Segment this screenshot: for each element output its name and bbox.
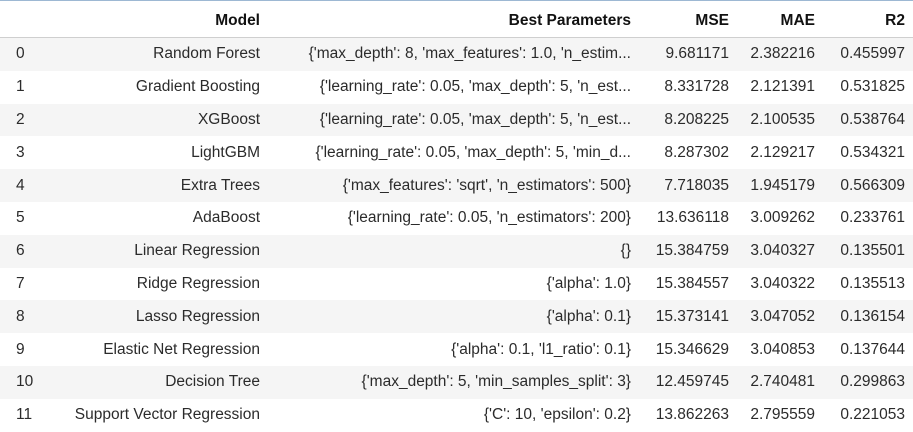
table-row: 9 Elastic Net Regression {'alpha': 0.1, 'l… xyxy=(0,333,913,366)
cell-mse: 15.384557 xyxy=(639,267,737,301)
cell-model: Elastic Net Regression xyxy=(46,333,268,366)
results-dataframe: Model Best Parameters MSE MAE R2 0 Random… xyxy=(0,4,913,432)
cell-mse: 8.331728 xyxy=(639,70,737,104)
cell-best-parameters: {} xyxy=(268,234,639,268)
cell-mae: 1.945179 xyxy=(737,169,823,202)
cell-r2: 0.531825 xyxy=(823,70,913,104)
cell-mae: 2.740481 xyxy=(737,365,823,399)
cell-mae: 3.040322 xyxy=(737,267,823,301)
table-header: Model Best Parameters MSE MAE R2 xyxy=(0,4,913,38)
cell-mae: 3.047052 xyxy=(737,300,823,334)
cell-r2: 0.233761 xyxy=(823,201,913,235)
cell-r2: 0.455997 xyxy=(823,37,913,71)
table-row: 1 Gradient Boosting {'learning_rate': 0.05… xyxy=(0,70,913,104)
header-mae: MAE xyxy=(737,4,823,38)
cell-index: 2 xyxy=(0,103,46,137)
cell-model: XGBoost xyxy=(46,103,268,137)
cell-best-parameters: {'learning_rate': 0.05, 'max_depth': 5, … xyxy=(268,103,639,137)
cell-mse: 12.459745 xyxy=(639,365,737,399)
cell-model: LightGBM xyxy=(46,136,268,170)
cell-index: 4 xyxy=(0,169,46,202)
cell-model: Random Forest xyxy=(46,37,268,71)
cell-r2: 0.566309 xyxy=(823,169,913,202)
cell-mse: 13.636118 xyxy=(639,201,737,235)
cell-mae: 3.009262 xyxy=(737,201,823,235)
cell-r2: 0.135501 xyxy=(823,234,913,268)
header-model: Model xyxy=(46,4,268,38)
cell-index: 9 xyxy=(0,333,46,366)
cell-mse: 15.384759 xyxy=(639,234,737,268)
cell-index: 6 xyxy=(0,234,46,268)
cell-best-parameters: {'alpha': 0.1} xyxy=(268,300,639,334)
table-row: 10 Decision Tree {'max_depth': 5, 'min_sam… xyxy=(0,365,913,399)
cell-mse: 7.718035 xyxy=(639,169,737,202)
cell-mse: 8.208225 xyxy=(639,103,737,137)
cell-r2: 0.136154 xyxy=(823,300,913,334)
cell-model: Gradient Boosting xyxy=(46,70,268,104)
cell-mse: 8.287302 xyxy=(639,136,737,170)
table-row: 11 Support Vector Regression {'C': 10, 'ep… xyxy=(0,398,913,432)
header-mse: MSE xyxy=(639,4,737,38)
cell-best-parameters: {'learning_rate': 0.05, 'n_estimators': … xyxy=(268,201,639,235)
cell-mse: 15.346629 xyxy=(639,333,737,366)
cell-model: Ridge Regression xyxy=(46,267,268,301)
table-row: 0 Random Forest {'max_depth': 8, 'max_feat… xyxy=(0,37,913,71)
cell-best-parameters: {'alpha': 0.1, 'l1_ratio': 0.1} xyxy=(268,333,639,366)
cell-r2: 0.137644 xyxy=(823,333,913,366)
cell-model: Support Vector Regression xyxy=(46,398,268,432)
cell-best-parameters: {'max_depth': 5, 'min_samples_split': 3} xyxy=(268,365,639,399)
table-row: 8 Lasso Regression {'alpha': 0.1} 15.373141… xyxy=(0,300,913,334)
cell-index: 3 xyxy=(0,136,46,170)
cell-index: 1 xyxy=(0,70,46,104)
cell-mae: 2.121391 xyxy=(737,70,823,104)
cell-index: 5 xyxy=(0,201,46,235)
cell-r2: 0.534321 xyxy=(823,136,913,170)
header-index xyxy=(0,4,46,38)
cell-index: 10 xyxy=(0,365,46,399)
header-best-parameters: Best Parameters xyxy=(268,4,639,38)
table-row: 4 Extra Trees {'max_features': 'sqrt', 'n_… xyxy=(0,169,913,202)
table-row: 5 AdaBoost {'learning_rate': 0.05, 'n_esti… xyxy=(0,201,913,235)
cell-mse: 13.862263 xyxy=(639,398,737,432)
cell-mae: 2.795559 xyxy=(737,398,823,432)
cell-r2: 0.538764 xyxy=(823,103,913,137)
cell-best-parameters: {'max_depth': 8, 'max_features': 1.0, 'n… xyxy=(268,37,639,71)
cell-mae: 2.129217 xyxy=(737,136,823,170)
table-row: 6 Linear Regression{} 15.384759 3.040327 0.1… xyxy=(0,234,913,268)
cell-r2: 0.221053 xyxy=(823,398,913,432)
cell-index: 8 xyxy=(0,300,46,334)
cell-best-parameters: {'C': 10, 'epsilon': 0.2} xyxy=(268,398,639,432)
cell-model: Lasso Regression xyxy=(46,300,268,334)
cell-best-parameters: {'learning_rate': 0.05, 'max_depth': 5, … xyxy=(268,70,639,104)
cell-mae: 3.040853 xyxy=(737,333,823,366)
header-row: Model Best Parameters MSE MAE R2 xyxy=(0,4,913,38)
cell-model: Decision Tree xyxy=(46,365,268,399)
cell-best-parameters: {'learning_rate': 0.05, 'max_depth': 5, … xyxy=(268,136,639,170)
cell-mae: 2.382216 xyxy=(737,37,823,71)
table-row: 7 Ridge Regression {'alpha': 1.0} 15.384557… xyxy=(0,267,913,301)
cell-best-parameters: {'alpha': 1.0} xyxy=(268,267,639,301)
cell-model: Linear Regression xyxy=(46,234,268,268)
cell-mse: 15.373141 xyxy=(639,300,737,334)
cell-model: Extra Trees xyxy=(46,169,268,202)
cell-mae: 2.100535 xyxy=(737,103,823,137)
table-row: 2 XGBoost {'learning_rate': 0.05, 'max_dep… xyxy=(0,103,913,137)
cell-index: 7 xyxy=(0,267,46,301)
cell-index: 11 xyxy=(0,398,46,432)
table-row: 3 LightGBM {'learning_rate': 0.05, 'max_de… xyxy=(0,136,913,170)
header-r2: R2 xyxy=(823,4,913,38)
cell-index: 0 xyxy=(0,37,46,71)
cell-mse: 9.681171 xyxy=(639,37,737,71)
table-body: 0 Random Forest {'max_depth': 8, 'max_feat… xyxy=(0,37,913,432)
cell-mae: 3.040327 xyxy=(737,234,823,268)
cell-r2: 0.135513 xyxy=(823,267,913,301)
cell-r2: 0.299863 xyxy=(823,365,913,399)
cell-model: AdaBoost xyxy=(46,201,268,235)
cell-best-parameters: {'max_features': 'sqrt', 'n_estimators':… xyxy=(268,169,639,202)
